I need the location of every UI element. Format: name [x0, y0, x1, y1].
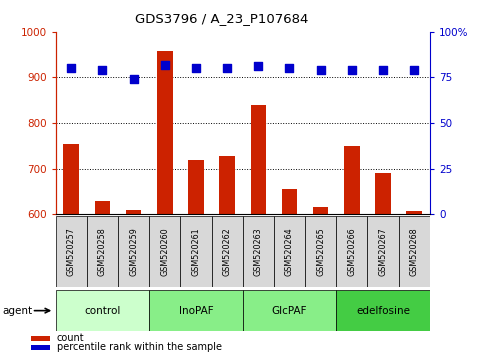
Bar — [188, 160, 204, 214]
Text: control: control — [84, 306, 121, 316]
Text: GSM520265: GSM520265 — [316, 227, 325, 276]
Bar — [56, 216, 87, 287]
Text: GSM520257: GSM520257 — [67, 227, 76, 276]
Text: GSM520260: GSM520260 — [160, 227, 169, 276]
Text: GDS3796 / A_23_P107684: GDS3796 / A_23_P107684 — [136, 12, 309, 25]
Bar — [157, 51, 172, 214]
Bar — [375, 173, 391, 214]
Text: GSM520267: GSM520267 — [379, 227, 387, 276]
Text: GlcPAF: GlcPAF — [272, 306, 307, 316]
Bar — [368, 216, 398, 287]
Text: InoPAF: InoPAF — [179, 306, 213, 316]
Point — [317, 67, 325, 73]
Point — [285, 65, 293, 71]
Point — [192, 65, 200, 71]
Bar — [149, 216, 180, 287]
Bar — [313, 207, 328, 214]
Bar — [118, 216, 149, 287]
Point — [411, 67, 418, 73]
Bar — [95, 201, 110, 214]
Bar — [149, 290, 242, 331]
Text: count: count — [57, 333, 84, 343]
Text: GSM520259: GSM520259 — [129, 227, 138, 276]
Text: GSM520261: GSM520261 — [191, 227, 200, 276]
Point — [255, 64, 262, 69]
Bar — [87, 216, 118, 287]
Point — [223, 65, 231, 71]
Text: GSM520258: GSM520258 — [98, 227, 107, 276]
Bar — [344, 146, 360, 214]
Bar — [274, 216, 305, 287]
Bar — [282, 189, 298, 214]
Point — [99, 67, 106, 73]
Bar — [407, 211, 422, 214]
Text: GSM520264: GSM520264 — [285, 227, 294, 276]
Bar — [126, 210, 142, 214]
Bar — [63, 143, 79, 214]
Bar — [31, 345, 50, 350]
Text: agent: agent — [2, 306, 32, 316]
Text: GSM520262: GSM520262 — [223, 227, 232, 276]
Bar — [336, 216, 368, 287]
Bar — [251, 105, 266, 214]
Bar — [305, 216, 336, 287]
Bar — [242, 216, 274, 287]
Bar — [180, 216, 212, 287]
Text: percentile rank within the sample: percentile rank within the sample — [57, 342, 222, 352]
Bar — [212, 216, 243, 287]
Text: GSM520268: GSM520268 — [410, 227, 419, 276]
Text: GSM520263: GSM520263 — [254, 227, 263, 276]
Text: GSM520266: GSM520266 — [347, 227, 356, 276]
Bar — [398, 216, 430, 287]
Point — [348, 67, 356, 73]
Bar — [31, 336, 50, 341]
Point — [379, 67, 387, 73]
Bar — [56, 290, 149, 331]
Point — [129, 76, 137, 82]
Bar — [219, 156, 235, 214]
Bar — [242, 290, 336, 331]
Bar — [336, 290, 430, 331]
Point — [161, 62, 169, 68]
Text: edelfosine: edelfosine — [356, 306, 410, 316]
Point — [67, 65, 75, 71]
